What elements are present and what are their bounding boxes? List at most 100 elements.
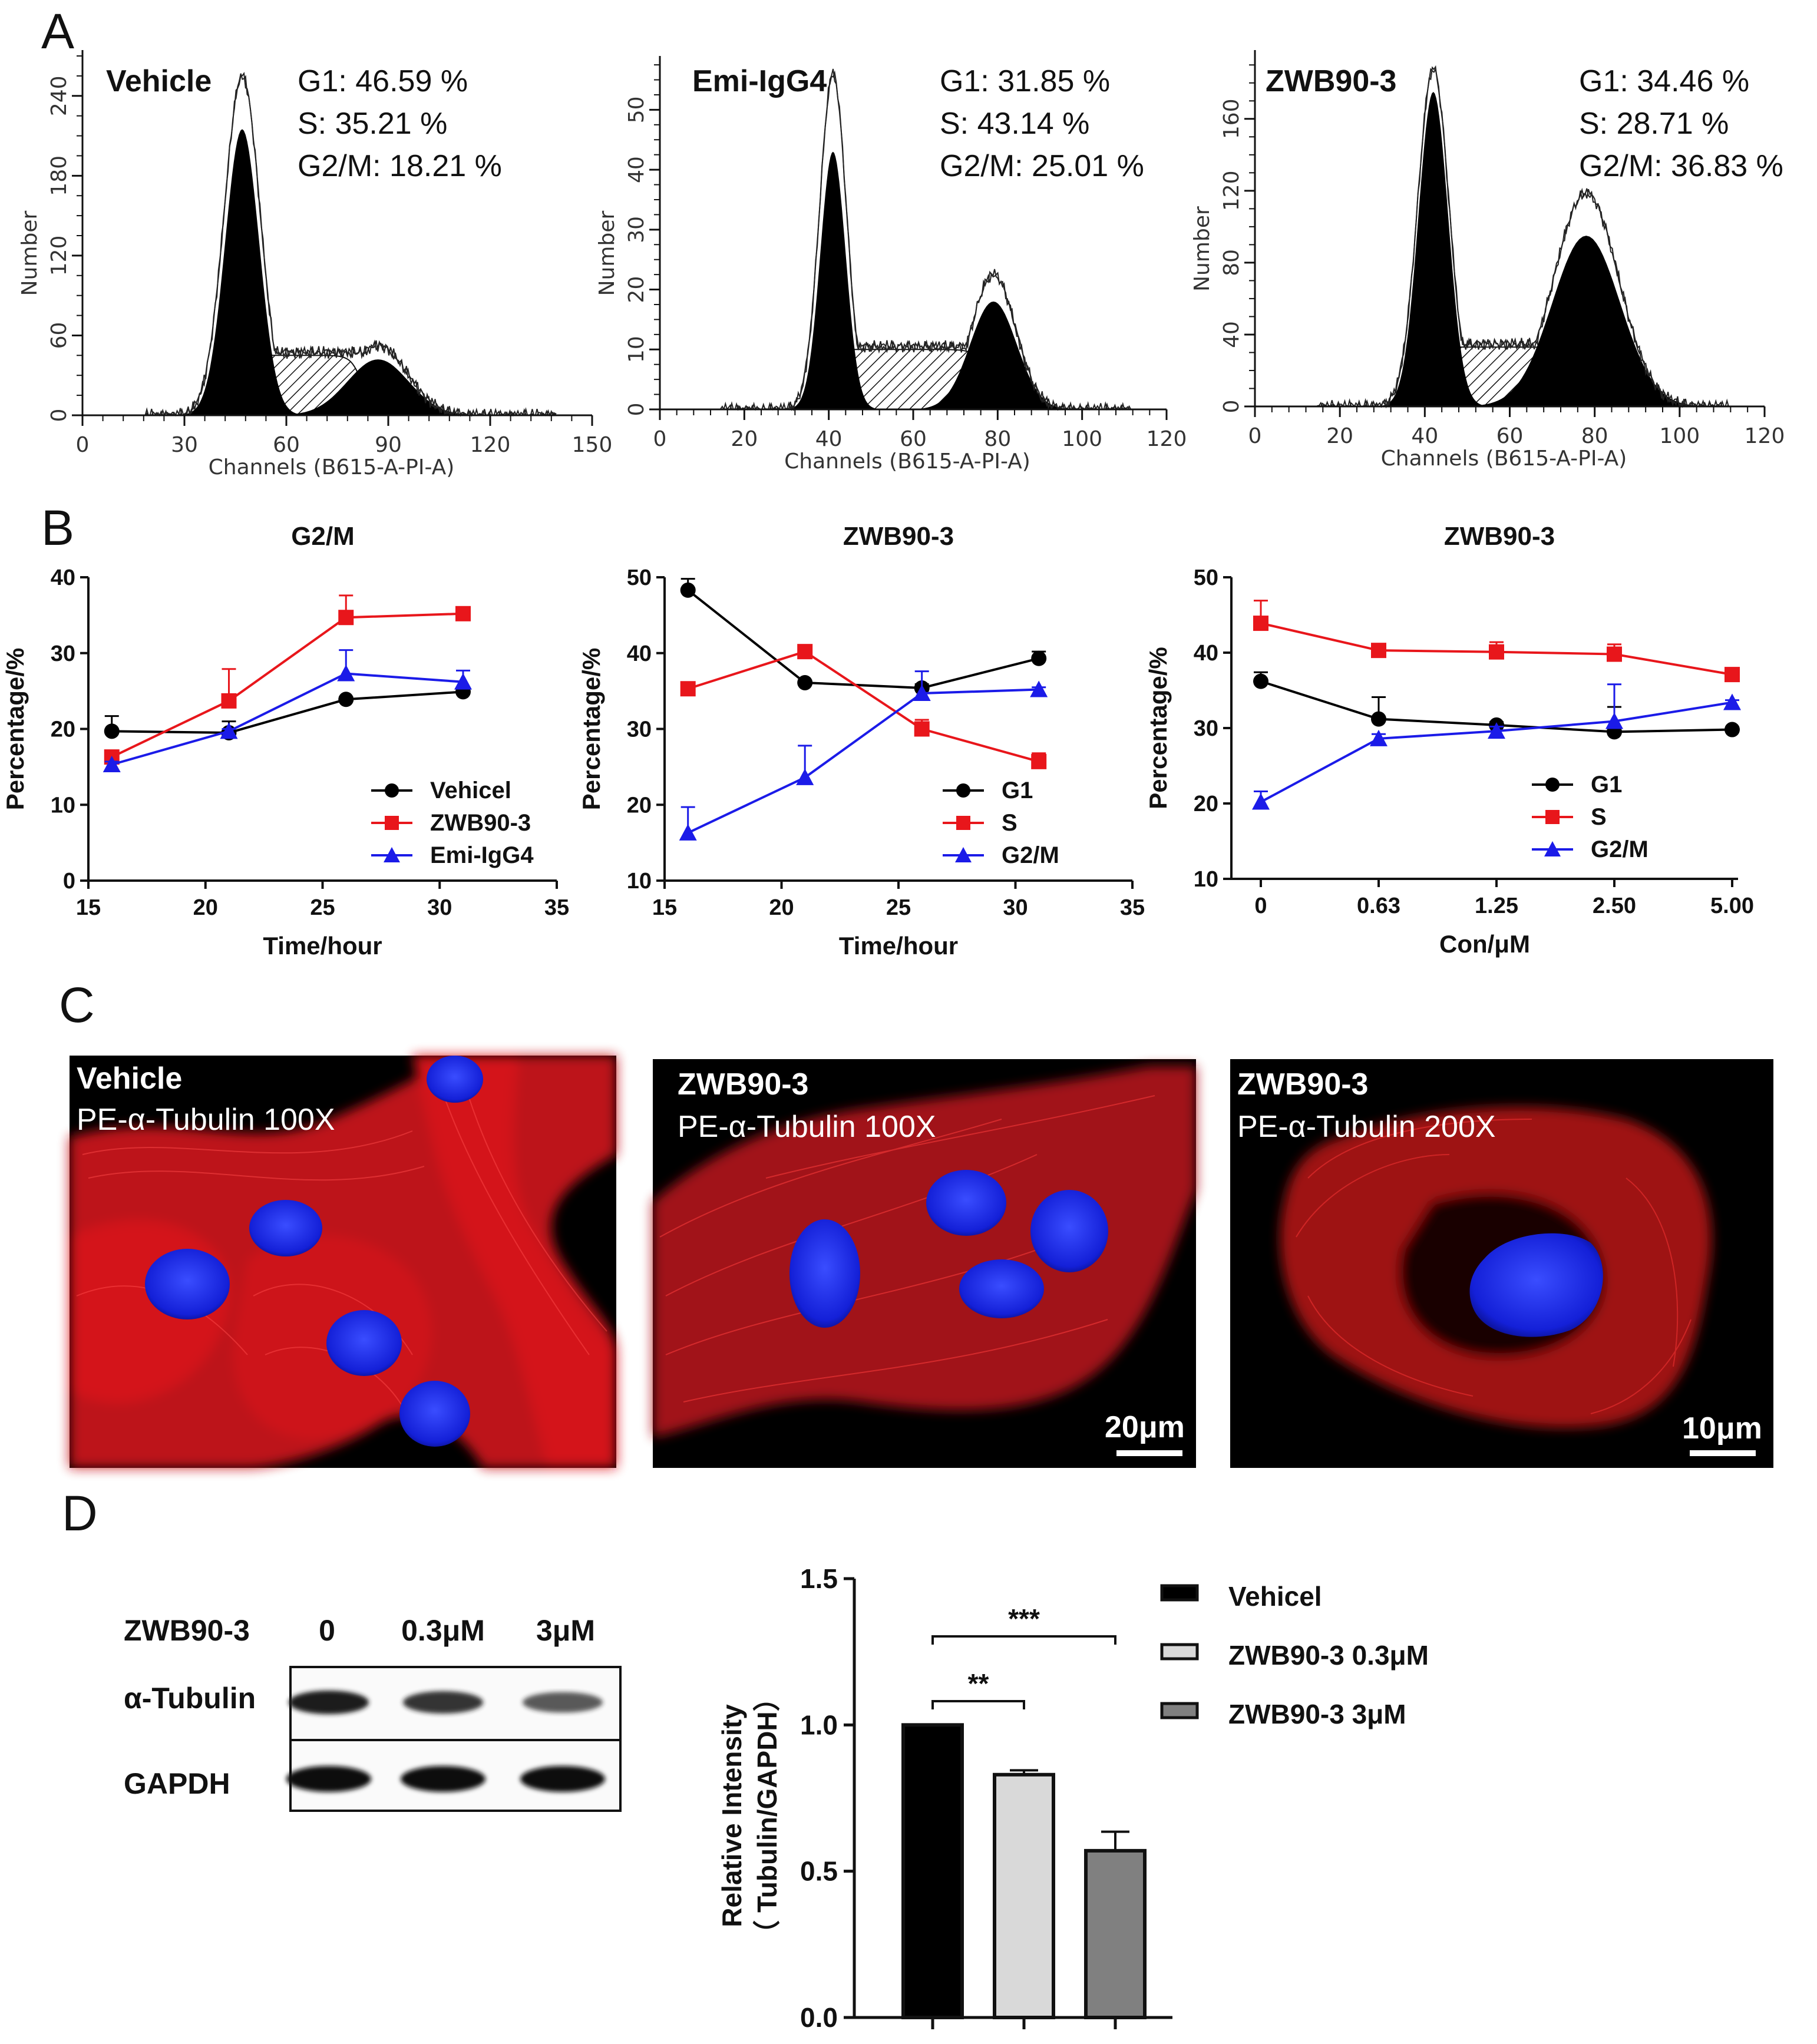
x-tick-label: 25 (886, 895, 911, 920)
x-tick-label: 80 (1581, 424, 1608, 448)
y-axis-label: Number (595, 210, 619, 296)
micrograph-zwb-100x: ZWB90-3 PE-α-Tubulin 100X 20μm (653, 1059, 1196, 1468)
wb-band-tubulin (523, 1692, 603, 1713)
data-point (1545, 810, 1560, 824)
histogram-trace (721, 70, 1131, 412)
x-axis-label: Channels (B615-A-PI-A) (1381, 446, 1627, 471)
data-point (221, 693, 237, 709)
y-tick-label: 10 (51, 793, 75, 818)
wb-row-label: GAPDH (124, 1767, 230, 1800)
data-point (796, 768, 814, 785)
series-line (111, 672, 464, 766)
data-point (1488, 722, 1505, 739)
bar (1084, 1848, 1147, 2019)
data-point (1370, 729, 1387, 746)
data-point (1371, 643, 1386, 659)
data-point (1030, 680, 1048, 697)
data-point (1253, 673, 1268, 689)
y-tick-label: 30 (1194, 716, 1218, 741)
legend-label: S (1002, 810, 1017, 836)
x-tick-label: 35 (544, 895, 569, 920)
x-tick-label: 120 (1745, 424, 1785, 448)
x-tick-label: 100 (1659, 424, 1700, 448)
legend-label: G1 (1002, 778, 1033, 803)
scale-bar-label: 20μm (1105, 1410, 1185, 1444)
nucleus (326, 1310, 402, 1376)
y-axis-label: Percentage/% (1, 648, 29, 810)
data-point (679, 823, 697, 841)
x-tick-label: 20 (193, 895, 218, 920)
y-tick-label: 40 (1220, 321, 1244, 348)
data-point (1371, 711, 1386, 727)
bar-chart-relative-intensity: 0.00.51.01.5*****Relative Intensity （ Tub… (716, 1563, 1429, 2033)
panel-label-d: D (62, 1486, 98, 1541)
data-point (385, 783, 399, 798)
data-point (1031, 650, 1047, 666)
y-tick-label: 180 (47, 156, 71, 196)
histogram-title: Emi-IgG4 (692, 64, 827, 98)
y-tick-label: 30 (625, 216, 649, 243)
y-tick-label: 0 (625, 403, 649, 416)
data-point (1252, 793, 1270, 810)
wb-treatment-label: ZWB90-3 (124, 1614, 250, 1647)
wb-lane-label: 3μM (536, 1614, 595, 1647)
chart-title: G2/M (291, 522, 355, 551)
phase-stat: S: 43.14 % (940, 107, 1089, 141)
data-point (103, 756, 121, 773)
y-tick-label: 0.0 (800, 2002, 838, 2033)
g2m-peak (900, 301, 1086, 409)
x-tick-label: 15 (76, 895, 101, 920)
x-tick-label: 90 (375, 433, 402, 457)
data-point (956, 783, 970, 798)
data-point (220, 722, 238, 739)
histogram-title: ZWB90-3 (1266, 64, 1396, 98)
legend-label: Emi-IgG4 (430, 842, 534, 868)
x-tick-label: 20 (1326, 424, 1353, 448)
y-axis-label: Percentage/% (577, 648, 605, 810)
phase-stat: G1: 46.59 % (298, 64, 468, 98)
x-tick-label: 30 (1003, 895, 1028, 920)
phase-stat: G1: 31.85 % (940, 64, 1110, 98)
legend-label: ZWB90-3 3μM (1228, 1699, 1406, 1729)
y-tick-label: 50 (625, 96, 649, 123)
legend-swatch (1160, 1643, 1199, 1661)
panel-label-a: A (41, 4, 74, 59)
line-chart-g2m-time: 0 10 20 30 40 15 20 25 30 35 G2/M Time/hour Percenta… (1, 522, 569, 960)
data-point (1253, 616, 1268, 631)
legend-label: G2/M (1002, 842, 1059, 868)
x-tick-label: 15 (652, 895, 677, 920)
data-point (797, 674, 813, 690)
y-tick-label: 40 (1194, 641, 1218, 666)
data-point (1605, 712, 1623, 729)
y-tick-label: 80 (1220, 249, 1244, 276)
histogram-title: Vehicle (106, 64, 212, 98)
y-tick-label: 10 (625, 336, 649, 363)
data-point (956, 816, 970, 830)
legend-swatch (1160, 1702, 1199, 1719)
data-point (455, 606, 471, 621)
x-tick-label: 30 (427, 895, 452, 920)
nucleus (1030, 1190, 1108, 1272)
y-tick-label: 10 (1194, 867, 1218, 892)
data-point (1544, 841, 1561, 856)
micrograph-title: ZWB90-3 (1237, 1067, 1368, 1102)
bar (993, 1772, 1055, 2019)
significance-bracket (931, 1700, 1025, 1709)
series-line (688, 650, 1039, 763)
legend-label: S (1591, 804, 1607, 830)
x-axis-label: Time/hour (263, 932, 382, 960)
phase-stat: G2/M: 25.01 % (940, 149, 1144, 183)
data-point (1489, 644, 1504, 660)
y-tick-label: 60 (47, 322, 71, 349)
data-point (1723, 693, 1741, 710)
data-point (104, 723, 120, 739)
x-tick-label: 100 (1062, 427, 1102, 451)
data-point (385, 816, 399, 830)
y-tick-label: 20 (627, 793, 652, 818)
wb-lane-label: 0.3μM (401, 1614, 485, 1647)
y-tick-label: 20 (1194, 792, 1218, 816)
x-tick-label: 120 (1147, 427, 1187, 451)
x-tick-label: 1.25 (1475, 894, 1518, 918)
